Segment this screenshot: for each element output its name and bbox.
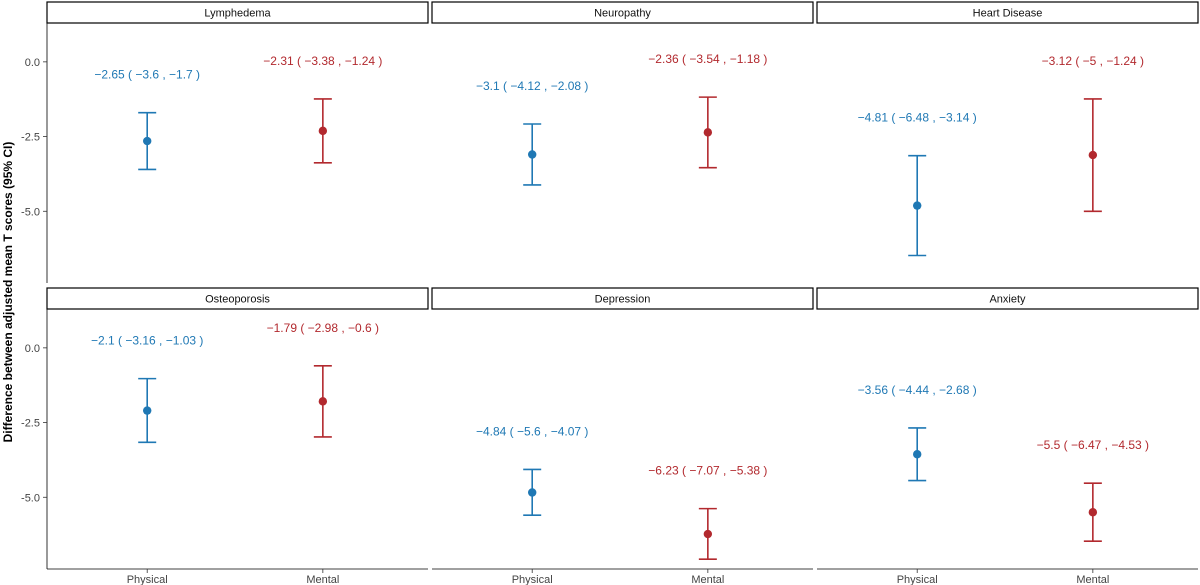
estimate-point: [528, 488, 537, 497]
facet-neuropathy: Neuropathy −3.1 ( −4.12 , −2.08 ) −2.36 ( …: [431, 1, 814, 186]
estimate-label: −5.5 ( −6.47 , −4.53 ): [1037, 438, 1149, 452]
estimate-label: −2.36 ( −3.54 , −1.18 ): [648, 52, 767, 66]
y-tick-label: -5.0: [21, 492, 40, 504]
x-tick-label: Physical: [127, 574, 168, 585]
facet-lymphedema: Lymphedema 0.0 -2.5 -5.0 −2.65 ( −3.6 , −1.7…: [21, 1, 429, 283]
point-mental: −3.12 ( −5 , −1.24 ): [1042, 54, 1144, 213]
point-mental: −6.23 ( −7.07 , −5.38 ): [648, 464, 767, 560]
facets: Lymphedema 0.0 -2.5 -5.0 −2.65 ( −3.6 , −1.7…: [21, 1, 1199, 585]
x-tick-label: Mental: [691, 574, 724, 585]
point-mental: −5.5 ( −6.47 , −4.53 ): [1037, 438, 1149, 543]
estimate-label: −2.31 ( −3.38 , −1.24 ): [263, 54, 382, 68]
estimate-point: [318, 397, 328, 406]
facet-title: Depression: [595, 294, 651, 306]
estimate-label: −2.1 ( −3.16 , −1.03 ): [91, 334, 203, 348]
facet-strip: [431, 1, 814, 24]
estimate-point: [913, 201, 922, 210]
estimate-label: −3.1 ( −4.12 , −2.08 ): [476, 79, 588, 93]
point-physical: −2.1 ( −3.16 , −1.03 ): [91, 334, 203, 444]
estimate-point: [703, 529, 713, 539]
estimate-label: −1.79 ( −2.98 , −0.6 ): [267, 321, 379, 335]
estimate-point: [1088, 150, 1098, 160]
facet-title: Osteoporosis: [205, 294, 270, 306]
facet-osteoporosis: Osteoporosis 0.0 -2.5 -5.0 Physical Mental −2.…: [21, 287, 429, 585]
facet-strip: [816, 1, 1199, 24]
estimate-label: −3.12 ( −5 , −1.24 ): [1042, 54, 1144, 68]
estimate-point: [318, 126, 328, 136]
point-mental: −2.36 ( −3.54 , −1.18 ): [648, 52, 767, 169]
x-tick-label: Mental: [1076, 574, 1109, 585]
facet-title: Heart Disease: [973, 8, 1043, 20]
facet-title: Lymphedema: [204, 8, 271, 20]
point-mental: −2.31 ( −3.38 , −1.24 ): [263, 54, 382, 164]
point-physical: −2.65 ( −3.6 , −1.7 ): [94, 68, 200, 171]
estimate-label: −6.23 ( −7.07 , −5.38 ): [648, 464, 767, 478]
facet-strip: [46, 1, 429, 24]
facet-strip: [816, 287, 1199, 310]
y-tick-label: -5.0: [21, 206, 40, 218]
facet-anxiety: Anxiety Physical Mental −3.56 ( −4.44 , −2.…: [816, 287, 1199, 585]
estimate-point: [913, 450, 922, 459]
facet-title: Anxiety: [989, 294, 1026, 306]
estimate-point: [143, 406, 152, 415]
facet-strip: [46, 287, 429, 310]
estimate-label: −4.84 ( −5.6 , −4.07 ): [476, 424, 588, 438]
point-physical: −3.1 ( −4.12 , −2.08 ): [476, 79, 588, 186]
facet-heart-disease: Heart Disease −4.81 ( −6.48 , −3.14 ) −3.1…: [816, 1, 1199, 257]
estimate-label: −3.56 ( −4.44 , −2.68 ): [858, 383, 977, 397]
facet-depression: Depression Physical Mental −4.84 ( −5.6 , −…: [431, 287, 814, 585]
y-tick-label: -2.5: [21, 132, 40, 144]
x-tick-label: Physical: [897, 574, 938, 585]
estimate-point: [703, 128, 713, 137]
y-tick-label: 0.0: [25, 57, 40, 69]
y-tick-label: -2.5: [21, 418, 40, 430]
estimate-label: −2.65 ( −3.6 , −1.7 ): [94, 68, 200, 82]
facet-strip: [431, 287, 814, 310]
facet-title: Neuropathy: [594, 8, 651, 20]
point-physical: −4.84 ( −5.6 , −4.07 ): [476, 424, 588, 517]
point-mental: −1.79 ( −2.98 , −0.6 ): [267, 321, 379, 438]
point-physical: −4.81 ( −6.48 , −3.14 ): [858, 111, 977, 257]
x-tick-label: Physical: [512, 574, 553, 585]
y-axis-label: Difference between adjusted mean T score…: [1, 142, 15, 443]
y-tick-label: 0.0: [25, 343, 40, 355]
point-physical: −3.56 ( −4.44 , −2.68 ): [858, 383, 977, 482]
estimate-point: [1088, 508, 1098, 517]
estimate-point: [528, 150, 537, 159]
estimate-label: −4.81 ( −6.48 , −3.14 ): [858, 111, 977, 125]
estimate-point: [143, 136, 152, 146]
x-tick-label: Mental: [306, 574, 339, 585]
